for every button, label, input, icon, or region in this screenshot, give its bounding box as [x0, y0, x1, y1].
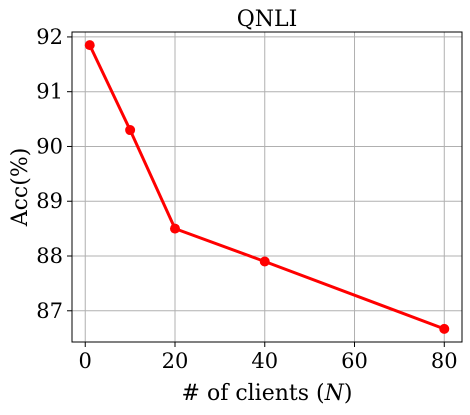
- data-point: [169, 223, 180, 234]
- x-tick-label: 40: [251, 349, 278, 373]
- y-axis-label: Acc(%): [8, 148, 33, 228]
- y-tick-label: 89: [36, 189, 63, 213]
- x-axis-label-suffix: ): [344, 381, 353, 406]
- plot-frame: [71, 31, 463, 343]
- series-layer: [84, 40, 450, 334]
- y-tick-label: 87: [36, 299, 63, 323]
- y-tick-label: 91: [36, 80, 63, 104]
- grid-layer: [72, 32, 462, 342]
- x-tick-label: 80: [431, 349, 458, 373]
- y-tick-label: 90: [36, 134, 63, 158]
- chart-title: QNLI: [237, 7, 298, 32]
- x-axis-label: # of clients (N): [182, 381, 353, 406]
- x-axis-label-var: N: [324, 381, 345, 406]
- series-line: [88, 44, 445, 331]
- x-tick-label: 0: [79, 349, 92, 373]
- x-tick-label: 60: [341, 349, 368, 373]
- data-point: [259, 256, 270, 267]
- data-point: [84, 40, 95, 51]
- y-tick-label: 88: [36, 244, 63, 268]
- y-tick-label: 92: [36, 25, 63, 49]
- data-point: [125, 125, 136, 136]
- tick-layer: 0 20 40 60 80 87 88 89 90 91 92: [36, 25, 457, 373]
- data-point: [439, 323, 450, 334]
- x-tick-label: 20: [162, 349, 189, 373]
- x-axis-label-prefix: # of clients (: [182, 381, 325, 406]
